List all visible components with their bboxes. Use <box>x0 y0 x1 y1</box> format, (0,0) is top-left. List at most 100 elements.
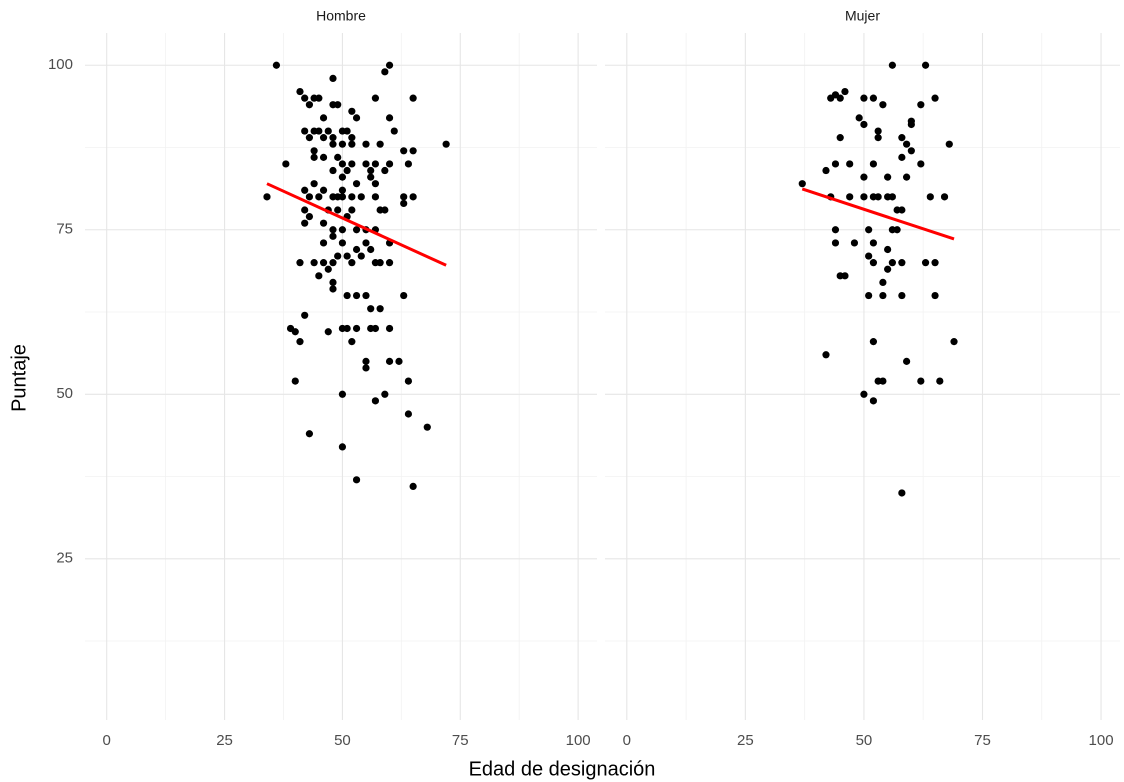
point <box>353 325 360 332</box>
point <box>870 95 877 102</box>
x-tick-label: 100 <box>1089 732 1114 749</box>
point <box>329 167 336 174</box>
point <box>865 252 872 259</box>
point <box>903 141 910 148</box>
point <box>400 193 407 200</box>
x-tick-label: 0 <box>103 732 111 749</box>
point <box>922 62 929 69</box>
point <box>860 391 867 398</box>
point <box>329 279 336 286</box>
point <box>348 134 355 141</box>
point <box>329 134 336 141</box>
point <box>339 239 346 246</box>
point <box>377 259 384 266</box>
point <box>870 397 877 404</box>
point <box>837 134 844 141</box>
point <box>334 154 341 161</box>
x-tick-label: 100 <box>566 732 591 749</box>
point <box>362 141 369 148</box>
point <box>870 259 877 266</box>
point <box>400 200 407 207</box>
y-tick-label: 100 <box>48 56 73 73</box>
point <box>325 266 332 273</box>
point <box>381 68 388 75</box>
x-tick-label: 0 <box>623 732 631 749</box>
point <box>917 378 924 385</box>
point <box>386 358 393 365</box>
point <box>348 259 355 266</box>
point <box>908 147 915 154</box>
point <box>870 160 877 167</box>
point <box>372 180 379 187</box>
point <box>377 141 384 148</box>
point <box>329 259 336 266</box>
point <box>894 226 901 233</box>
point <box>846 193 853 200</box>
point <box>875 134 882 141</box>
point <box>296 259 303 266</box>
point <box>282 160 289 167</box>
point <box>315 193 322 200</box>
point <box>334 252 341 259</box>
point <box>339 193 346 200</box>
x-tick-label: 75 <box>974 732 991 749</box>
point <box>367 167 374 174</box>
point <box>344 252 351 259</box>
point <box>306 430 313 437</box>
point <box>348 338 355 345</box>
point <box>889 193 896 200</box>
point <box>410 147 417 154</box>
point <box>348 193 355 200</box>
point <box>353 114 360 121</box>
point <box>348 206 355 213</box>
point <box>941 193 948 200</box>
point <box>860 95 867 102</box>
point <box>870 239 877 246</box>
point <box>334 101 341 108</box>
point <box>865 292 872 299</box>
point <box>832 239 839 246</box>
point <box>358 193 365 200</box>
point <box>903 358 910 365</box>
point <box>320 239 327 246</box>
point <box>860 121 867 128</box>
point <box>301 127 308 134</box>
point <box>339 226 346 233</box>
point <box>879 101 886 108</box>
x-axis-title: Edad de designación <box>469 758 656 780</box>
point <box>908 118 915 125</box>
point <box>301 206 308 213</box>
point <box>898 154 905 161</box>
point <box>903 174 910 181</box>
point <box>443 141 450 148</box>
point <box>320 134 327 141</box>
point <box>424 424 431 431</box>
point <box>875 193 882 200</box>
point <box>348 160 355 167</box>
point <box>311 180 318 187</box>
point <box>348 141 355 148</box>
point <box>841 88 848 95</box>
point <box>927 193 934 200</box>
point <box>344 325 351 332</box>
point <box>329 141 336 148</box>
point <box>329 233 336 240</box>
point <box>358 252 365 259</box>
point <box>931 292 938 299</box>
x-tick-label: 50 <box>334 732 351 749</box>
point <box>301 312 308 319</box>
point <box>386 62 393 69</box>
point <box>320 154 327 161</box>
point <box>301 187 308 194</box>
point <box>875 127 882 134</box>
point <box>315 272 322 279</box>
point <box>400 147 407 154</box>
point <box>837 95 844 102</box>
point <box>353 476 360 483</box>
point <box>410 483 417 490</box>
point <box>344 292 351 299</box>
point <box>306 193 313 200</box>
point <box>344 167 351 174</box>
point <box>362 292 369 299</box>
point <box>362 160 369 167</box>
